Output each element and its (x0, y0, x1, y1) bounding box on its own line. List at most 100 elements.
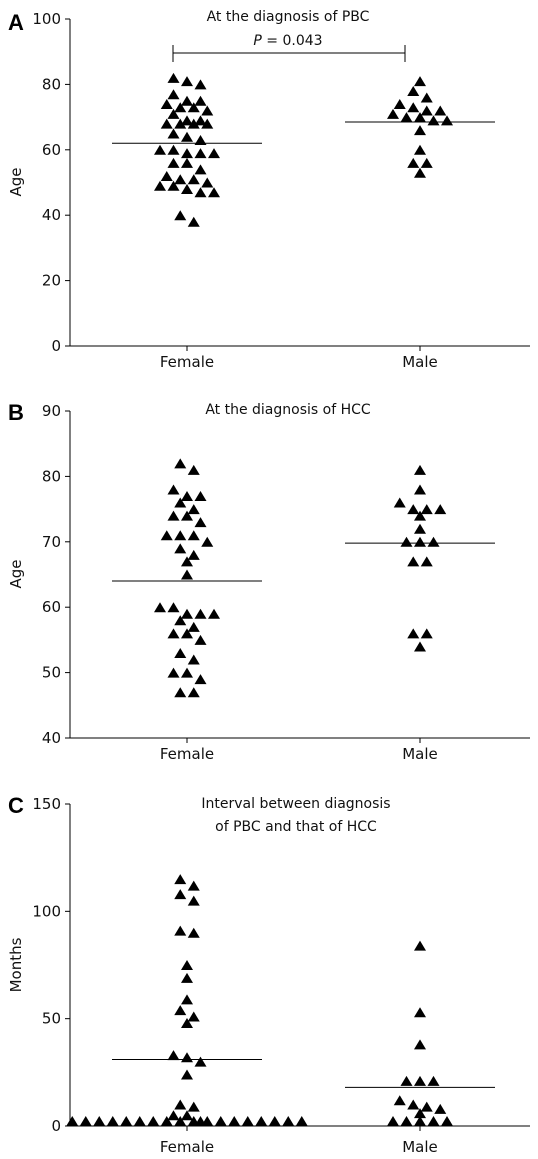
data-point-female (133, 1116, 146, 1126)
data-point-female (174, 615, 187, 626)
data-point-male (420, 92, 433, 103)
data-point-male (414, 641, 426, 652)
data-point-female (181, 1110, 193, 1121)
data-point-female (181, 608, 193, 619)
panel-a-letter: A (8, 10, 24, 35)
data-point-female (194, 164, 207, 175)
data-point-female (174, 102, 187, 113)
data-point-female (167, 667, 180, 678)
data-point-male (407, 504, 420, 515)
data-point-female (154, 144, 166, 155)
data-point-male (414, 112, 426, 123)
data-point-female (93, 1116, 106, 1126)
panel-a: A At the diagnosis of PBC P = 0.043 0 20 4… (7, 9, 530, 371)
data-point-female (187, 880, 200, 891)
data-point-female (201, 105, 214, 116)
panel-a-pvalue-text: P = 0.043 (253, 33, 322, 49)
data-point-female (167, 72, 180, 83)
y-tick-label: 100 (32, 902, 61, 920)
data-point-male (414, 523, 426, 534)
data-point-female (187, 102, 200, 113)
data-point-female (174, 210, 187, 221)
data-point-male (434, 1103, 447, 1114)
data-point-female (106, 1116, 119, 1126)
y-axis-label: Age (7, 167, 25, 196)
panel-c-marks (66, 874, 495, 1126)
data-point-female (181, 960, 193, 970)
data-point-male (420, 1101, 433, 1112)
data-point-male (407, 85, 420, 96)
data-point-male (441, 115, 453, 126)
data-point-female (181, 556, 193, 567)
data-point-male (414, 167, 426, 178)
data-point-female (167, 180, 180, 191)
data-point-female (194, 1056, 207, 1067)
y-tick-label: 0 (51, 337, 61, 355)
data-point-female (174, 497, 187, 508)
data-point-female (187, 927, 200, 938)
panel-b-axes: 40 50 60 70 80 90 Age Female Male (7, 402, 530, 763)
panel-a-pvalue: P = 0.043 (172, 33, 406, 62)
panel-c-title-line2: of PBC and that of HCC (215, 819, 377, 835)
data-point-female (187, 1101, 200, 1112)
data-point-female (201, 536, 214, 547)
data-point-male (407, 628, 420, 639)
panel-c-letter: C (8, 793, 24, 818)
data-point-female (174, 874, 187, 885)
data-point-female (154, 180, 166, 191)
data-point-male (400, 1075, 413, 1086)
data-point-female (194, 95, 207, 106)
data-point-female (181, 510, 193, 521)
data-point-female (174, 543, 187, 554)
data-point-female (167, 157, 180, 168)
y-tick-label: 100 (32, 10, 61, 28)
data-point-male (427, 1116, 440, 1126)
panel-a-marks (112, 72, 495, 227)
y-tick-label: 20 (42, 272, 61, 290)
y-tick-label: 80 (42, 75, 61, 93)
data-point-male (427, 1075, 440, 1086)
data-point-male (414, 1075, 426, 1086)
data-point-male (387, 108, 399, 119)
data-point-male (414, 144, 426, 155)
y-tick-label: 150 (32, 795, 61, 813)
panel-c: C Interval between diagnosis of PBC and … (7, 793, 530, 1156)
data-point-female (181, 994, 193, 1005)
data-point-female (160, 99, 173, 110)
data-point-female (208, 187, 220, 198)
data-point-male (393, 1095, 406, 1106)
data-point-female (194, 134, 207, 145)
data-point-female (181, 1069, 193, 1080)
y-tick-label: 40 (42, 729, 61, 747)
data-point-female (187, 895, 200, 906)
y-tick-label: 90 (42, 402, 61, 420)
data-point-male (414, 1116, 426, 1126)
data-point-male (414, 464, 426, 475)
data-point-female (241, 1116, 254, 1126)
data-point-female (268, 1116, 281, 1126)
data-point-female (194, 187, 207, 198)
data-point-male (414, 510, 426, 521)
data-point-male (414, 940, 426, 951)
data-point-female (167, 108, 180, 119)
data-point-female (181, 972, 193, 983)
data-point-female (174, 118, 187, 129)
data-point-male (434, 105, 447, 116)
data-point-female (174, 1005, 187, 1016)
data-point-male (400, 536, 413, 547)
data-point-male (420, 556, 433, 567)
data-point-male (434, 504, 447, 515)
data-point-female (282, 1116, 295, 1126)
data-point-male (420, 157, 433, 168)
data-point-female (214, 1116, 227, 1126)
data-point-female (174, 174, 187, 185)
data-point-female (295, 1116, 308, 1126)
x-tick-label-male: Male (402, 745, 438, 763)
y-tick-label: 60 (42, 598, 61, 616)
data-point-female (181, 569, 193, 580)
data-point-female (187, 118, 200, 129)
data-point-female (194, 634, 207, 645)
y-tick-label: 40 (42, 206, 61, 224)
data-point-female (167, 144, 180, 155)
data-point-male (414, 125, 426, 136)
